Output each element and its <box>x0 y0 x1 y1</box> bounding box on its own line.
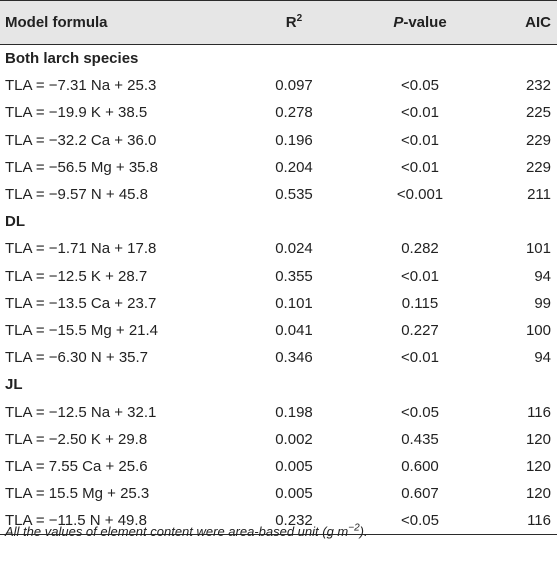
cell-p-value: <0.01 <box>401 158 439 176</box>
cell-formula: TLA = −32.2 Ca + 36.0 <box>5 131 157 149</box>
cell-aic: 232 <box>525 77 551 95</box>
cell-p-value: 0.227 <box>401 321 439 339</box>
header-p-rest: -value <box>403 14 447 31</box>
cell-formula: TLA = −7.31 Na + 25.3 <box>5 77 157 95</box>
cell-r2: 0.005 <box>275 457 313 475</box>
table-row: TLA = 15.5 Mg + 25.3 0.005 0.607 120 <box>0 480 557 507</box>
cell-r2: 0.041 <box>275 321 313 339</box>
cell-aic: 120 <box>525 485 551 503</box>
cell-r2: 0.198 <box>275 403 313 421</box>
table-row: TLA = −9.57 N + 45.8 0.535 <0.001 211 <box>0 181 557 208</box>
cell-r2: 0.002 <box>275 430 313 448</box>
cell-aic: 101 <box>525 240 551 258</box>
cell-p-value: <0.01 <box>401 267 439 285</box>
cell-p-value: <0.05 <box>401 403 439 421</box>
cell-aic: 116 <box>487 507 557 536</box>
table-row: TLA = −32.2 Ca + 36.0 0.196 <0.01 229 <box>0 127 557 154</box>
cell-aic: 229 <box>525 158 551 176</box>
group-row: DL <box>0 208 557 235</box>
cell-r2: 0.535 <box>275 186 313 204</box>
cell-r2: 0.355 <box>275 267 313 285</box>
table-body: Both larch species TLA = −7.31 Na + 25.3 0… <box>0 45 557 536</box>
header-p-italic: P <box>393 14 404 31</box>
table-header: Model formula R2 P-value AIC <box>0 0 557 45</box>
cell-formula: TLA = 7.55 Ca + 25.6 <box>5 457 148 475</box>
table-row: TLA = −19.9 K + 38.5 0.278 <0.01 225 <box>0 99 557 126</box>
cell-aic: 100 <box>525 321 551 339</box>
cell-aic: 99 <box>534 294 551 312</box>
group-row: Both larch species <box>0 45 557 73</box>
cell-p-value: <0.01 <box>401 131 439 149</box>
cell-r2: 0.101 <box>275 294 313 312</box>
footnote-tail: ). <box>359 524 368 539</box>
cell-p-value: 0.115 <box>401 294 439 312</box>
cell-r2: 0.204 <box>275 158 313 176</box>
header-p-value: P-value <box>353 0 487 45</box>
footnote: All the values of element content were a… <box>5 522 368 539</box>
cell-aic: 94 <box>534 267 551 285</box>
cell-p-value: <0.01 <box>401 104 439 122</box>
cell-aic: 120 <box>525 430 551 448</box>
cell-p-value: 0.282 <box>401 240 439 258</box>
table-row: TLA = −7.31 Na + 25.3 0.097 <0.05 232 <box>0 72 557 99</box>
cell-aic: 225 <box>525 104 551 122</box>
cell-p-value: 0.607 <box>401 485 439 503</box>
group-title: DL <box>5 213 25 231</box>
cell-r2: 0.005 <box>275 485 313 503</box>
cell-formula: TLA = −56.5 Mg + 35.8 <box>5 158 159 176</box>
cell-formula: TLA = 15.5 Mg + 25.3 <box>5 485 150 503</box>
table-row: TLA = 7.55 Ca + 25.6 0.005 0.600 120 <box>0 453 557 480</box>
group-title: Both larch species <box>5 50 139 68</box>
cell-r2: 0.278 <box>275 104 313 122</box>
regression-table: Model formula R2 P-value AIC Both larch … <box>0 0 557 536</box>
table-row: TLA = −12.5 K + 28.7 0.355 <0.01 94 <box>0 263 557 290</box>
cell-aic: 229 <box>525 131 551 149</box>
cell-p-value: <0.01 <box>401 349 439 367</box>
header-r2: R2 <box>235 0 353 45</box>
cell-formula: TLA = −12.5 K + 28.7 <box>5 267 148 285</box>
cell-p-value: 0.600 <box>401 457 439 475</box>
cell-p-value: <0.05 <box>401 77 439 95</box>
table-row: TLA = −13.5 Ca + 23.7 0.101 0.115 99 <box>0 290 557 317</box>
cell-formula: TLA = −2.50 K + 29.8 <box>5 430 148 448</box>
cell-p-value: <0.001 <box>396 186 444 204</box>
header-model-formula: Model formula <box>0 0 235 45</box>
cell-r2: 0.196 <box>275 131 313 149</box>
table-row: TLA = −11.5 N + 49.8 0.232 <0.05 116 <box>0 507 557 536</box>
cell-formula: TLA = −11.5 N + 49.8 <box>0 507 235 536</box>
footnote-text: All the values of element content were a… <box>5 524 349 539</box>
cell-aic: 211 <box>527 186 551 204</box>
cell-p-value: 0.435 <box>401 430 439 448</box>
header-aic: AIC <box>487 0 557 45</box>
table-row: TLA = −15.5 Mg + 21.4 0.041 0.227 100 <box>0 317 557 344</box>
cell-p-value: <0.05 <box>353 507 487 536</box>
cell-r2: 0.097 <box>275 77 313 95</box>
cell-formula: TLA = −6.30 N + 35.7 <box>5 349 149 367</box>
cell-r2: 0.346 <box>275 349 313 367</box>
table-row: TLA = −1.71 Na + 17.8 0.024 0.282 101 <box>0 235 557 262</box>
cell-aic: 94 <box>534 349 551 367</box>
cell-aic: 120 <box>525 457 551 475</box>
header-r2-sup: 2 <box>296 13 303 24</box>
cell-r2: 0.024 <box>275 240 313 258</box>
cell-r2: 0.232 <box>235 507 353 536</box>
footnote-sup: −2 <box>348 522 360 534</box>
header-r2-base: R <box>285 14 297 31</box>
cell-aic: 116 <box>527 403 551 421</box>
table-row: TLA = −12.5 Na + 32.1 0.198 <0.05 116 <box>0 398 557 425</box>
group-row: JL <box>0 371 557 398</box>
header-row: Model formula R2 P-value AIC <box>0 0 557 45</box>
table-row: TLA = −56.5 Mg + 35.8 0.204 <0.01 229 <box>0 154 557 181</box>
table-row: TLA = −2.50 K + 29.8 0.002 0.435 120 <box>0 426 557 453</box>
cell-formula: TLA = −12.5 Na + 32.1 <box>5 403 157 421</box>
group-title: JL <box>5 376 23 394</box>
cell-formula: TLA = −9.57 N + 45.8 <box>5 186 149 204</box>
cell-formula: TLA = −13.5 Ca + 23.7 <box>5 294 157 312</box>
cell-formula: TLA = −1.71 Na + 17.8 <box>5 240 157 258</box>
cell-formula: TLA = −19.9 K + 38.5 <box>5 104 148 122</box>
table-row: TLA = −6.30 N + 35.7 0.346 <0.01 94 <box>0 344 557 371</box>
cell-formula: TLA = −15.5 Mg + 21.4 <box>5 321 159 339</box>
